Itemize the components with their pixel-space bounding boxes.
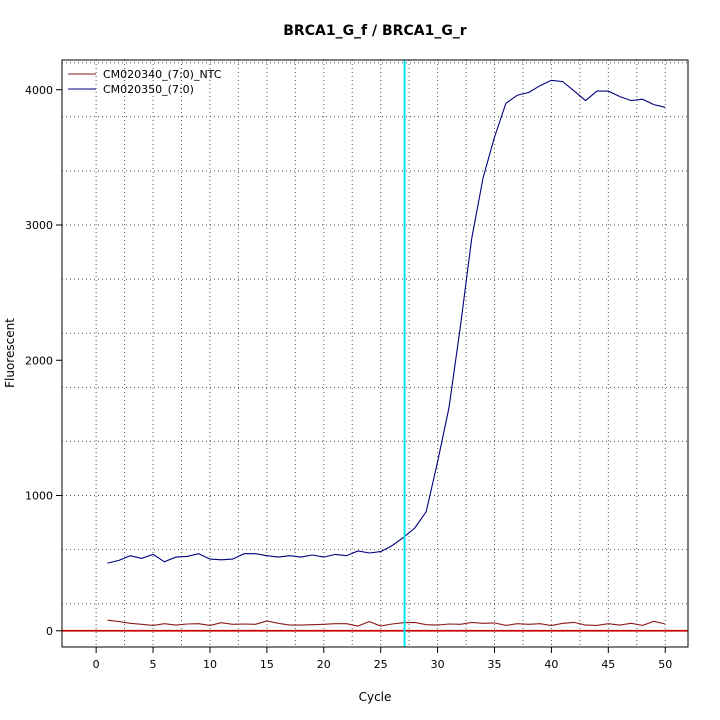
x-tick-label: 50 xyxy=(658,658,672,671)
x-tick-label: 0 xyxy=(93,658,100,671)
legend: CM020340_(7:0)_NTC CM020350_(7:0) xyxy=(68,68,222,96)
y-tick-label: 4000 xyxy=(25,84,53,97)
x-axis: 0 5 10 15 20 25 30 35 40 45 50 xyxy=(93,647,672,671)
y-tick-label: 0 xyxy=(46,625,53,638)
y-axis: 0 1000 2000 3000 4000 xyxy=(25,84,62,638)
reference-lines xyxy=(62,60,688,647)
x-axis-label: Cycle xyxy=(359,690,392,704)
legend-label-2: CM020350_(7:0) xyxy=(103,83,194,96)
series-layer xyxy=(107,79,666,627)
x-tick-label: 30 xyxy=(431,658,445,671)
x-tick-label: 5 xyxy=(150,658,157,671)
x-tick-label: 15 xyxy=(260,658,274,671)
x-tick-label: 10 xyxy=(203,658,217,671)
y-tick-label: 2000 xyxy=(25,354,53,367)
x-tick-label: 20 xyxy=(317,658,331,671)
series-line-2 xyxy=(107,79,666,564)
x-tick-label: 40 xyxy=(544,658,558,671)
grid xyxy=(62,60,688,647)
plot-frame xyxy=(61,59,689,648)
x-tick-label: 35 xyxy=(488,658,502,671)
legend-label-1: CM020340_(7:0)_NTC xyxy=(103,68,222,81)
chart-title: BRCA1_G_f / BRCA1_G_r xyxy=(283,23,467,39)
x-tick-label: 45 xyxy=(601,658,615,671)
y-tick-label: 3000 xyxy=(25,219,53,232)
y-axis-label: Fluorescent xyxy=(3,318,17,388)
y-tick-label: 1000 xyxy=(25,490,53,503)
x-tick-label: 25 xyxy=(374,658,388,671)
series-line-1 xyxy=(107,619,666,627)
